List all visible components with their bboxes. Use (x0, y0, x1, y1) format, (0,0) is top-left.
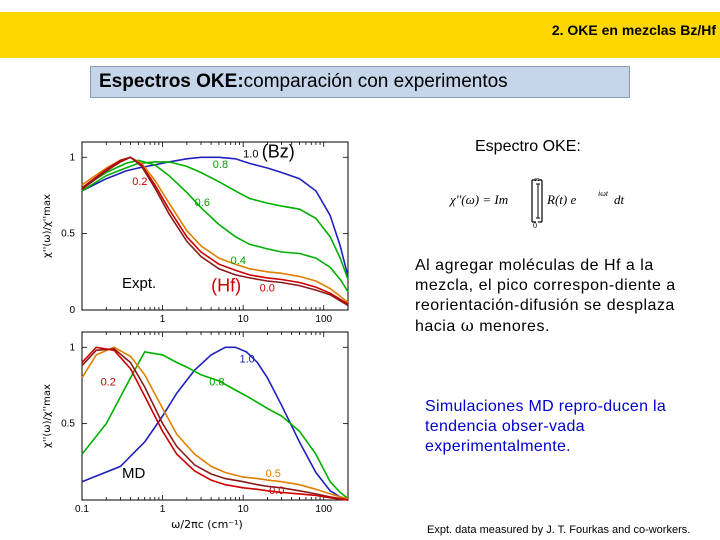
series-line (81, 161, 349, 280)
formula-integrand: R(t) e (546, 192, 576, 207)
panel-label: MD (122, 465, 145, 482)
curve-annotation: 0.6 (195, 197, 210, 209)
slide-title-box: Espectros OKE:comparación con experiment… (90, 66, 630, 98)
x-tick-label: 100 (315, 504, 332, 515)
formula-lower-limit: 0 (533, 221, 537, 228)
slide-title-bold: Espectros OKE: (99, 71, 244, 92)
series-line (81, 351, 349, 500)
data-credit: Expt. data measured by J. T. Fourkas and… (427, 524, 691, 536)
header-title: 2. OKE en mezclas Bz/Hf (551, 22, 716, 38)
plot-frame (81, 141, 349, 311)
y-axis-label: χ''(ω)/χ''max (42, 194, 53, 258)
curve-annotation: 1.0 (239, 354, 254, 366)
formula-lhs: χ''(ω) = Im (448, 192, 508, 207)
series-line (81, 156, 349, 277)
omega-symbol: ω (460, 316, 475, 335)
curve-annotation: 0.4 (231, 255, 246, 267)
x-axis-label: ω/2πc (cm⁻¹) (171, 518, 243, 531)
curve-annotation: 0.5 (266, 468, 281, 480)
curve-annotation: 0.8 (209, 376, 224, 388)
curve-annotation: 0.2 (101, 376, 116, 388)
chart-panel-1: 0.1 1 10 100 0.5 1 χ''(ω)/χ''max ω/2πc (cm⁻¹) 1.… (42, 331, 349, 531)
formula-upper-limit: ∞ (534, 175, 540, 184)
y-tick-label: 1 (69, 342, 75, 353)
simulation-paragraph: Simulaciones MD repro-ducen la tendencia… (425, 398, 667, 455)
slide-title-normal: comparación con experimentos (243, 71, 508, 92)
series-line (81, 346, 349, 500)
chart-panel-0: 1 10 100 0 0.5 1 χ''(ω)/χ''max 1.0 (Bz) 0.8 0.2 0.6… (42, 141, 349, 325)
y-tick-label: 0 (69, 305, 75, 316)
curve-annotation: 0.2 (132, 176, 147, 188)
panel-label: Expt. (122, 275, 156, 292)
oke-spectrum-title: Espectro OKE: (475, 138, 581, 155)
integral-sign (536, 183, 540, 219)
oke-formula: χ''(ω) = Im ∞ 0 R(t) e iωt dt (448, 175, 625, 228)
x-tick-label: 100 (315, 314, 332, 325)
integral-bracket (531, 179, 543, 223)
formula-exponent: iωt (598, 189, 609, 198)
x-tick-label: 1 (160, 314, 166, 325)
header-bar: 2. OKE en mezclas Bz/Hf (0, 12, 720, 58)
y-tick-label: 0.5 (61, 419, 75, 430)
x-tick-label: 10 (238, 504, 250, 515)
explanation-text: Al agregar moléculas de Hf a la mezcla, … (415, 257, 676, 335)
x-tick-label: 1 (160, 504, 166, 515)
curve-annotation: 0.0 (269, 485, 284, 497)
y-tick-label: 1 (69, 152, 75, 163)
formula-dt: dt (614, 192, 625, 207)
curve-annotation: 1.0 (243, 148, 258, 160)
explanation-paragraph: Al agregar moléculas de Hf a la mezcla, … (415, 256, 705, 337)
series-line (81, 346, 349, 501)
oke-spectra-charts: 1 10 100 0 0.5 1 χ''(ω)/χ''max 1.0 (Bz) 0.8 0.2 0.6… (42, 141, 349, 531)
curve-annotation: 0.8 (213, 159, 228, 171)
curve-annotation: (Hf) (211, 276, 241, 296)
series-line (81, 346, 349, 501)
curve-annotation: (Bz) (262, 141, 295, 161)
y-axis-label: χ''(ω)/χ''max (42, 384, 53, 448)
series-line (81, 156, 349, 307)
series-line (81, 347, 349, 501)
y-tick-label: 0.5 (61, 229, 75, 240)
explanation-text-end: menores. (474, 318, 550, 335)
slide-title: Espectros OKE:comparación con experiment… (99, 71, 508, 93)
curve-annotation: 0.0 (260, 283, 275, 295)
x-tick-label: 0.1 (75, 504, 89, 515)
x-tick-label: 10 (238, 314, 250, 325)
